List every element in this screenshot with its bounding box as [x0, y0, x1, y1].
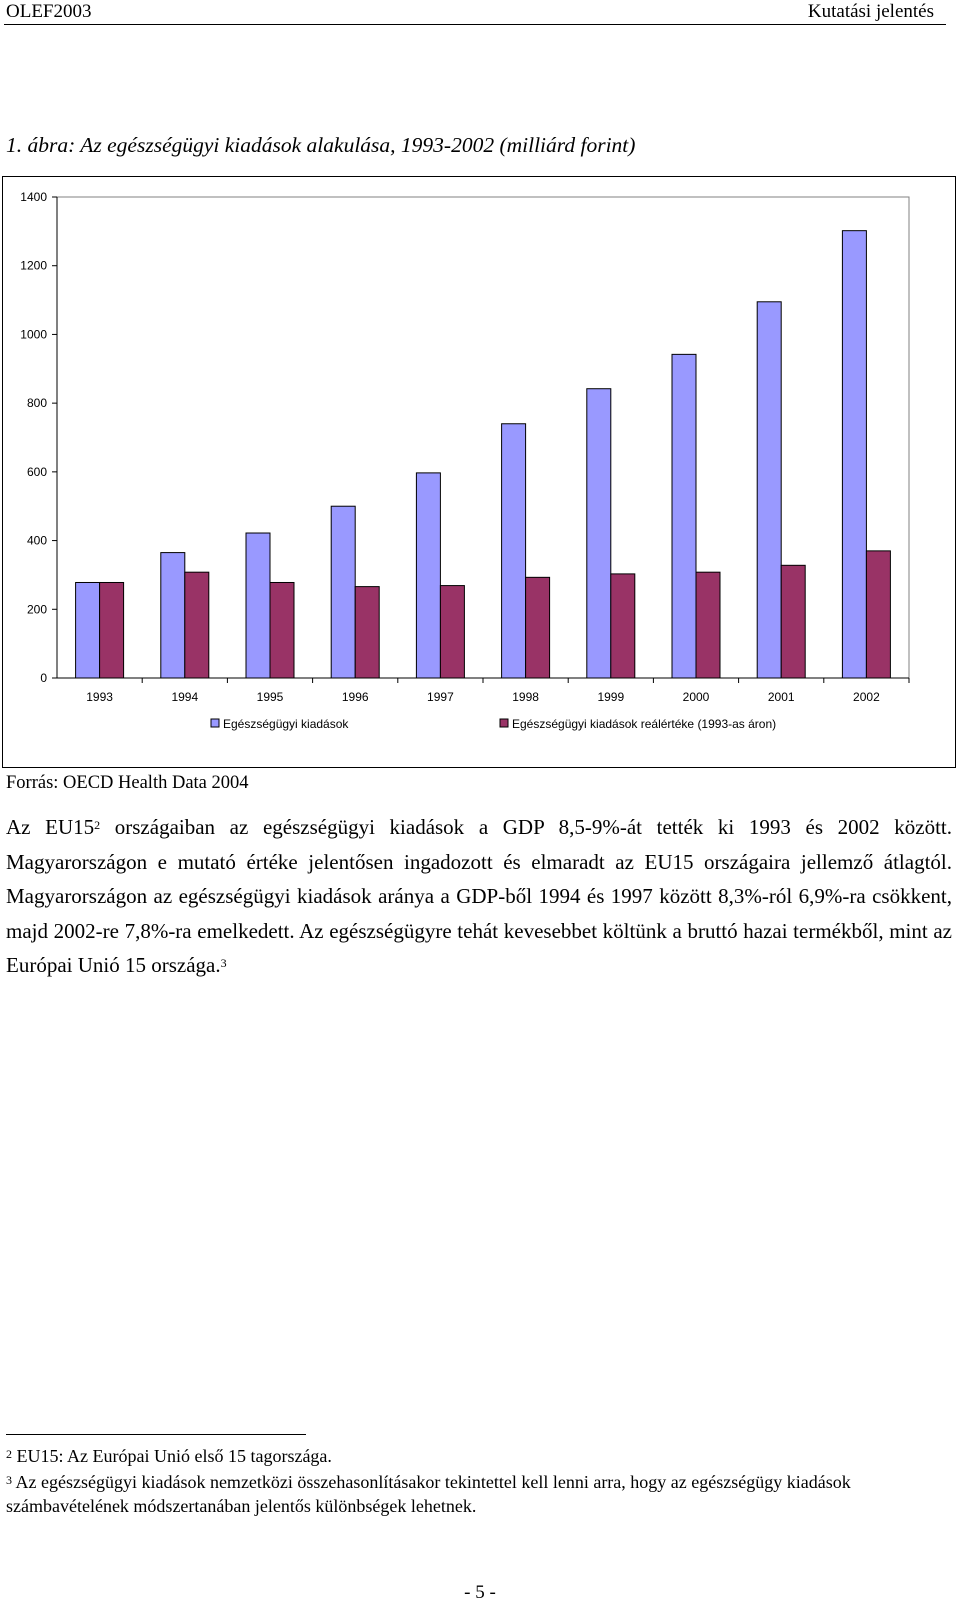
footnote-3: 3 Az egészségügyi kiadások nemzetközi ös…	[6, 1470, 946, 1518]
x-tick-label: 2000	[683, 690, 710, 704]
bar-real	[269, 581, 295, 679]
figure-source: Forrás: OECD Health Data 2004	[6, 773, 249, 793]
bar-real	[695, 571, 721, 679]
x-tick-label: 1997	[427, 690, 454, 704]
bar-nominal	[756, 301, 782, 679]
y-tick-label: 800	[27, 396, 47, 410]
x-tick-label: 2002	[853, 690, 880, 704]
legend-swatch	[499, 718, 509, 728]
bar-real	[184, 571, 210, 679]
x-tick-label: 1996	[342, 690, 369, 704]
paragraph-text-main: országaiban az egészségügyi kiadások a G…	[6, 815, 953, 977]
chart-frame: 0 200 400 600 800 1000 1200 1400 1993 1994 1995 199…	[2, 176, 956, 768]
y-tick-label: 600	[27, 465, 47, 479]
bar-real	[780, 564, 806, 679]
x-tick-label: 1999	[597, 690, 624, 704]
bar-nominal	[671, 353, 697, 679]
paragraph-text-start: Az EU15	[6, 815, 95, 839]
bar-real	[865, 550, 891, 679]
bar-nominal	[160, 552, 186, 679]
footnote-rule	[6, 1434, 306, 1435]
y-tick-label: 1200	[20, 259, 47, 273]
bar-real	[99, 581, 125, 679]
footnote-3-text: Az egészségügyi kiadások nemzetközi össz…	[6, 1472, 851, 1516]
footnote-ref-3: 3	[220, 956, 227, 970]
body-paragraph: Az EU152 országaiban az egészségügyi kia…	[6, 810, 952, 983]
page-number: - 5 -	[464, 1582, 496, 1603]
x-tick-label: 1993	[86, 690, 113, 704]
header-title: OLEF2003	[6, 1, 92, 22]
bar-nominal	[330, 505, 356, 679]
y-tick-label: 400	[27, 534, 47, 548]
x-tick-label: 1994	[171, 690, 198, 704]
y-tick-label: 1000	[20, 327, 47, 341]
figure-caption: 1. ábra: Az egészségügyi kiadások alakul…	[6, 133, 636, 157]
y-tick-label: 0	[40, 671, 47, 685]
bar-nominal	[245, 532, 271, 679]
bar-real	[610, 573, 636, 679]
footnote-ref-2: 2	[94, 818, 101, 832]
legend-label: Egészségügyi kiadások	[223, 717, 349, 731]
bar-nominal	[841, 230, 867, 679]
bar-chart: 0 200 400 600 800 1000 1200 1400 1993 1994 1995 199…	[20, 190, 910, 731]
x-tick-label: 2001	[768, 690, 795, 704]
legend-label: Egészségügyi kiadások reálértéke (1993-a…	[512, 717, 776, 731]
bar-nominal	[501, 423, 527, 679]
y-tick-label: 200	[27, 602, 47, 616]
bar-nominal	[415, 472, 441, 679]
footnote-2: 2 EU15: Az Európai Unió első 15 tagorszá…	[6, 1444, 946, 1468]
header-report-type: Kutatási jelentés	[807, 1, 934, 22]
bar-real	[439, 585, 465, 679]
y-tick-label: 1400	[20, 190, 47, 204]
header-rule	[4, 24, 946, 25]
bar-nominal	[75, 581, 101, 679]
footnote-2-number: 2	[6, 1447, 12, 1461]
legend-swatch	[210, 718, 220, 728]
bar-nominal	[586, 388, 612, 679]
x-tick-label: 1995	[257, 690, 284, 704]
footnote-2-text: EU15: Az Európai Unió első 15 tagországa…	[12, 1446, 332, 1466]
x-tick-label: 1998	[512, 690, 539, 704]
bar-real	[354, 586, 380, 679]
footnote-3-number: 3	[6, 1473, 12, 1487]
bar-real	[525, 576, 551, 679]
